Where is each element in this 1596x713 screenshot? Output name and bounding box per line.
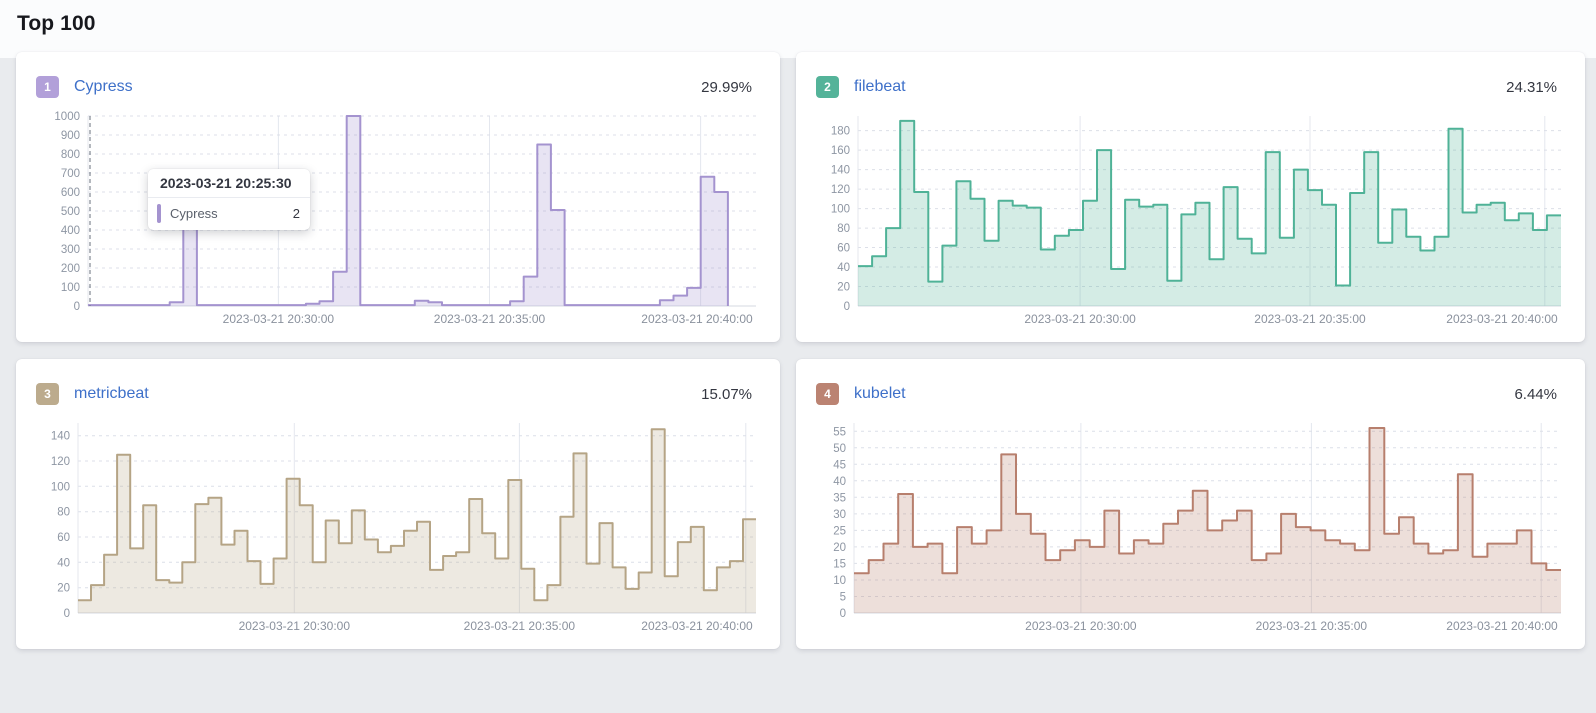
card-header: 1 Cypress 29.99% bbox=[30, 66, 766, 102]
card-header: 4 kubelet 6.44% bbox=[810, 373, 1571, 409]
y-tick-label: 120 bbox=[51, 456, 70, 468]
y-tick-label: 0 bbox=[74, 301, 80, 313]
y-tick-label: 20 bbox=[833, 542, 846, 554]
x-tick-label: 2023-03-21 20:35:00 bbox=[434, 312, 546, 326]
series-link-filebeat[interactable]: filebeat bbox=[854, 78, 906, 95]
y-tick-label: 45 bbox=[833, 459, 846, 471]
y-tick-label: 80 bbox=[57, 507, 70, 519]
card-header: 2 filebeat 24.31% bbox=[810, 66, 1571, 102]
y-tick-label: 20 bbox=[57, 583, 70, 595]
y-tick-label: 55 bbox=[833, 426, 846, 438]
y-tick-label: 20 bbox=[837, 282, 850, 294]
page-title: Top 100 bbox=[17, 12, 96, 35]
y-tick-label: 300 bbox=[61, 244, 80, 256]
card-header: 3 metricbeat 15.07% bbox=[30, 373, 766, 409]
rank-badge: 2 bbox=[816, 76, 839, 98]
y-tick-label: 180 bbox=[831, 126, 850, 138]
y-tick-label: 40 bbox=[57, 557, 70, 569]
y-tick-label: 35 bbox=[833, 492, 846, 504]
chart-svg: 0 20 40 60 80 100 120 140 160 180 2023-03-21 20:30… bbox=[831, 116, 1561, 326]
y-tick-label: 160 bbox=[831, 145, 850, 157]
series-link-kubelet[interactable]: kubelet bbox=[854, 385, 906, 402]
y-tick-label: 900 bbox=[61, 130, 80, 142]
y-tick-label: 500 bbox=[61, 206, 80, 218]
percent-value: 29.99% bbox=[701, 78, 752, 96]
tooltip-timestamp: 2023-03-21 20:25:30 bbox=[148, 169, 310, 198]
y-tick-label: 0 bbox=[840, 608, 846, 620]
percent-value: 15.07% bbox=[701, 385, 752, 403]
tooltip-color-marker bbox=[157, 204, 161, 223]
y-tick-label: 700 bbox=[61, 168, 80, 180]
chart-tooltip: 2023-03-21 20:25:30 Cypress 2 bbox=[148, 169, 310, 230]
y-tick-label: 400 bbox=[61, 225, 80, 237]
percent-value: 6.44% bbox=[1514, 385, 1557, 403]
chart-kubelet[interactable]: 0 5 10 15 20 25 30 35 40 45 50 55 2023-03-21 20:30:0… bbox=[810, 415, 1571, 637]
y-tick-label: 800 bbox=[61, 149, 80, 161]
x-tick-label: 2023-03-21 20:30:00 bbox=[1024, 312, 1136, 326]
y-tick-label: 200 bbox=[61, 263, 80, 275]
y-tick-label: 5 bbox=[840, 592, 846, 604]
x-tick-label: 2023-03-21 20:30:00 bbox=[1025, 619, 1137, 633]
y-tick-label: 1000 bbox=[54, 111, 80, 123]
y-tick-label: 25 bbox=[833, 525, 846, 537]
y-tick-label: 30 bbox=[833, 509, 846, 521]
rank-badge: 4 bbox=[816, 383, 839, 405]
chart-svg: 0 5 10 15 20 25 30 35 40 45 50 55 2023-03-21 20:30:0… bbox=[833, 423, 1561, 633]
tooltip-series-value: 2 bbox=[292, 206, 300, 221]
x-tick-label: 2023-03-21 20:35:00 bbox=[1254, 312, 1366, 326]
chart-filebeat[interactable]: 0 20 40 60 80 100 120 140 160 180 2023-03-21 20:30… bbox=[810, 108, 1571, 330]
series-link-metricbeat[interactable]: metricbeat bbox=[74, 385, 149, 402]
chart-svg: 0 100 200 300 400 500 600 700 800 900 1000 2023-03-… bbox=[54, 111, 756, 326]
y-tick-label: 100 bbox=[61, 282, 80, 294]
x-tick-label: 2023-03-21 20:35:00 bbox=[1256, 619, 1368, 633]
series-line bbox=[78, 428, 756, 602]
series-line bbox=[88, 115, 729, 307]
y-tick-label: 140 bbox=[831, 165, 850, 177]
tooltip-series-label: Cypress bbox=[170, 206, 218, 221]
y-tick-label: 0 bbox=[64, 608, 70, 620]
y-tick-label: 100 bbox=[831, 204, 850, 216]
x-tick-label: 2023-03-21 20:35:00 bbox=[464, 619, 576, 633]
x-tick-label: 2023-03-21 20:30:00 bbox=[223, 312, 335, 326]
card-metricbeat: 3 metricbeat 15.07% 0 20 40 60 80 100 120 140 20… bbox=[16, 359, 780, 649]
card-filebeat: 2 filebeat 24.31% 0 20 40 60 80 100 120 140 160 1… bbox=[796, 52, 1585, 342]
y-tick-label: 140 bbox=[51, 431, 70, 443]
series-link-cypress[interactable]: Cypress bbox=[74, 78, 133, 95]
y-tick-label: 0 bbox=[844, 301, 850, 313]
chart-cypress[interactable]: 0 100 200 300 400 500 600 700 800 900 1000 2023-03-… bbox=[30, 108, 766, 330]
chart-metricbeat[interactable]: 0 20 40 60 80 100 120 140 2023-03-21 20:30:00 202… bbox=[30, 415, 766, 637]
x-tick-label: 2023-03-21 20:40:00 bbox=[641, 312, 753, 326]
y-tick-label: 50 bbox=[833, 443, 846, 455]
rank-badge: 1 bbox=[36, 76, 59, 98]
series-line bbox=[854, 427, 1561, 575]
y-tick-label: 15 bbox=[833, 558, 846, 570]
y-tick-label: 600 bbox=[61, 187, 80, 199]
tooltip-row: Cypress 2 bbox=[148, 198, 310, 230]
cards-grid: 1 Cypress 29.99% 0 100 200 300 400 500 600 700 8… bbox=[0, 52, 1596, 662]
x-tick-label: 2023-03-21 20:30:00 bbox=[239, 619, 351, 633]
x-tick-label: 2023-03-21 20:40:00 bbox=[641, 619, 753, 633]
chart-svg: 0 20 40 60 80 100 120 140 2023-03-21 20:30:00 202… bbox=[51, 423, 756, 633]
percent-value: 24.31% bbox=[1506, 78, 1557, 96]
y-tick-label: 60 bbox=[837, 243, 850, 255]
y-tick-label: 60 bbox=[57, 532, 70, 544]
series-line bbox=[858, 119, 1561, 287]
y-tick-label: 40 bbox=[837, 262, 850, 274]
y-tick-label: 10 bbox=[833, 575, 846, 587]
y-tick-label: 40 bbox=[833, 476, 846, 488]
x-tick-label: 2023-03-21 20:40:00 bbox=[1446, 312, 1558, 326]
x-tick-label: 2023-03-21 20:40:00 bbox=[1446, 619, 1558, 633]
card-kubelet: 4 kubelet 6.44% 0 5 10 15 20 25 30 35 40 45 50 55 20… bbox=[796, 359, 1585, 649]
rank-badge: 3 bbox=[36, 383, 59, 405]
y-tick-label: 120 bbox=[831, 184, 850, 196]
card-cypress: 1 Cypress 29.99% 0 100 200 300 400 500 600 700 8… bbox=[16, 52, 780, 342]
y-tick-label: 80 bbox=[837, 223, 850, 235]
y-tick-label: 100 bbox=[51, 481, 70, 493]
